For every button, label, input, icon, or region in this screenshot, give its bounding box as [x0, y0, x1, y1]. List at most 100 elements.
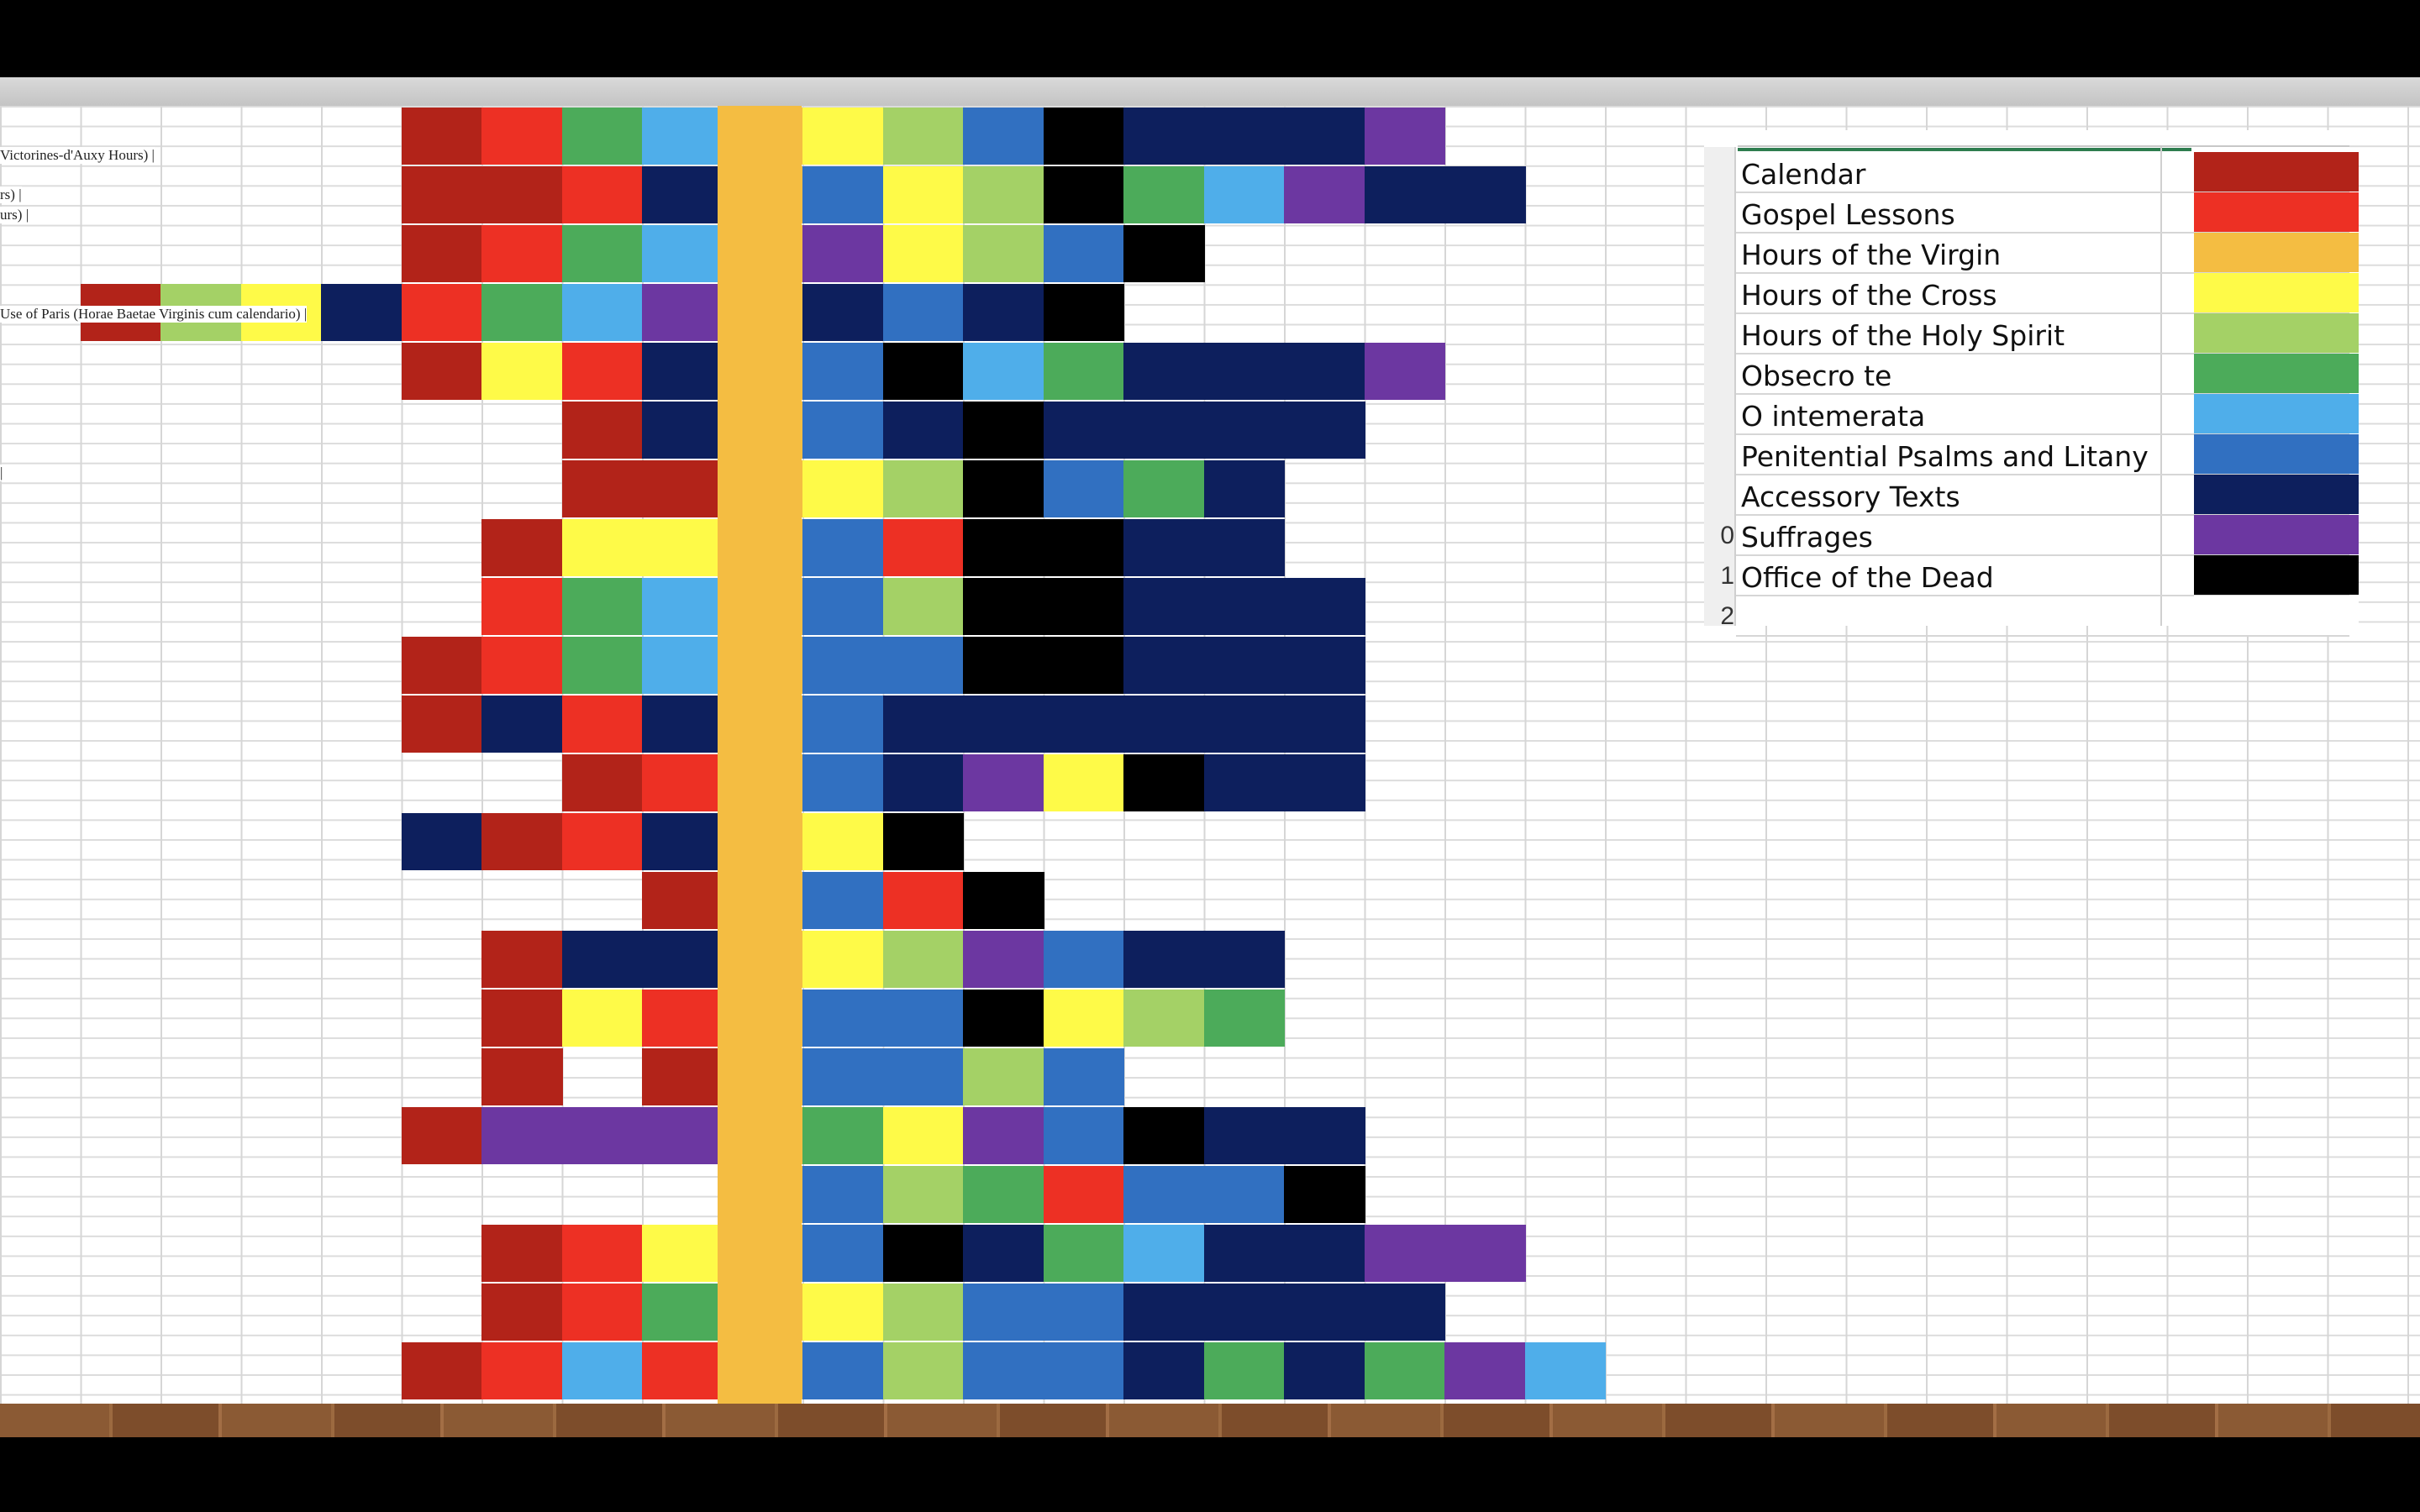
grid-cell — [802, 460, 884, 517]
grid-cell — [963, 284, 1044, 341]
legend-row-number: 1 — [1720, 562, 1734, 590]
grid-cell — [1203, 108, 1285, 165]
grid-cell — [963, 402, 1044, 459]
grid-cell — [1123, 1107, 1205, 1164]
grid-cell — [561, 1284, 643, 1341]
grid-cell — [561, 578, 643, 635]
grid-cell — [802, 931, 884, 988]
grid-cell — [1123, 166, 1205, 223]
legend-color-swatch — [2194, 233, 2359, 272]
grid-cell — [963, 637, 1044, 694]
grid-cell — [1203, 343, 1285, 400]
grid-cell — [1444, 1225, 1526, 1282]
grid-cell — [642, 1107, 723, 1164]
grid-cell — [401, 696, 482, 753]
legend-row: 2 — [1720, 596, 2359, 637]
grid-cell — [642, 1342, 723, 1399]
row-label: | — [0, 464, 3, 481]
grid-cell — [1043, 754, 1124, 811]
grid-cell — [642, 990, 723, 1047]
grid-cell — [642, 637, 723, 694]
legend-label: Office of the Dead — [1741, 561, 1994, 594]
grid-cell — [401, 1107, 482, 1164]
legend-column-divider — [2160, 147, 2162, 626]
legend-row-number: 2 — [1720, 602, 1734, 630]
grid-cell — [882, 460, 964, 517]
grid-cell — [882, 578, 964, 635]
grid-cell — [1043, 284, 1124, 341]
slide-top-frame — [0, 77, 2420, 106]
grid-cell — [642, 460, 723, 517]
grid-cell — [963, 578, 1044, 635]
grid-cell — [1123, 402, 1205, 459]
grid-cell — [802, 166, 884, 223]
grid-cell — [1203, 1342, 1285, 1399]
grid-cell — [481, 1342, 563, 1399]
legend-row: Accessory Texts — [1736, 475, 2359, 516]
grid-cell — [561, 696, 643, 753]
grid-cell — [1284, 1166, 1365, 1223]
grid-cell — [642, 931, 723, 988]
legend-label: O intemerata — [1741, 400, 1926, 433]
grid-cell — [1364, 166, 1445, 223]
grid-cell — [401, 284, 482, 341]
legend-label: Hours of the Virgin — [1741, 239, 2002, 271]
grid-cell — [882, 1342, 964, 1399]
legend-row: Hours of the Holy Spirit — [1736, 313, 2359, 354]
grid-cell — [1123, 1166, 1205, 1223]
grid-cell — [1364, 1342, 1445, 1399]
grid-cell — [1203, 460, 1285, 517]
grid-cell — [963, 931, 1044, 988]
grid-cell — [882, 754, 964, 811]
grid-cell — [963, 519, 1044, 576]
grid-cell — [882, 343, 964, 400]
grid-cell — [963, 696, 1044, 753]
legend-color-swatch — [2194, 555, 2359, 595]
grid-cell — [882, 108, 964, 165]
color-legend: Calendar Gospel Lessons Hours of the Virgi… — [1704, 130, 2359, 637]
grid-cell — [963, 343, 1044, 400]
grid-cell — [802, 519, 884, 576]
grid-cell — [481, 1225, 563, 1282]
row-label: Use of Paris (Horae Baetae Virginis cum … — [0, 306, 308, 323]
legend-color-swatch — [2194, 434, 2359, 474]
grid-cell — [642, 343, 723, 400]
legend-label: Penitential Psalms and Litany — [1741, 440, 2149, 473]
grid-cell — [1364, 343, 1445, 400]
grid-cell — [642, 108, 723, 165]
grid-cell — [1284, 696, 1365, 753]
legend-color-swatch — [2194, 273, 2359, 312]
grid-cell — [1123, 1342, 1205, 1399]
legend-row-number: 0 — [1720, 522, 1734, 549]
grid-cell — [1444, 166, 1526, 223]
grid-cell — [963, 990, 1044, 1047]
legend-color-swatch — [2194, 354, 2359, 393]
grid-cell — [882, 813, 964, 870]
grid-cell — [802, 578, 884, 635]
grid-cell — [561, 166, 643, 223]
grid-cell — [963, 1225, 1044, 1282]
grid-cell — [1284, 343, 1365, 400]
grid-cell — [802, 402, 884, 459]
grid-cell — [401, 343, 482, 400]
legend-label: Hours of the Holy Spirit — [1741, 319, 2065, 352]
legend-color-swatch — [2194, 394, 2359, 433]
grid-cell — [1203, 578, 1285, 635]
grid-cell — [882, 519, 964, 576]
grid-cell — [1043, 1166, 1124, 1223]
grid-cell — [1123, 1284, 1205, 1341]
grid-cell — [963, 1048, 1044, 1105]
grid-cell — [1043, 225, 1124, 282]
grid-cell — [1524, 1342, 1606, 1399]
grid-cell — [1203, 402, 1285, 459]
grid-cell — [1203, 1107, 1285, 1164]
grid-cell — [642, 578, 723, 635]
grid-cell — [642, 872, 723, 929]
legend-label: Obsecro te — [1741, 360, 1892, 392]
grid-cell — [1284, 1342, 1365, 1399]
grid-cell — [963, 754, 1044, 811]
grid-cell — [642, 696, 723, 753]
grid-cell — [802, 225, 884, 282]
grid-cell — [401, 166, 482, 223]
